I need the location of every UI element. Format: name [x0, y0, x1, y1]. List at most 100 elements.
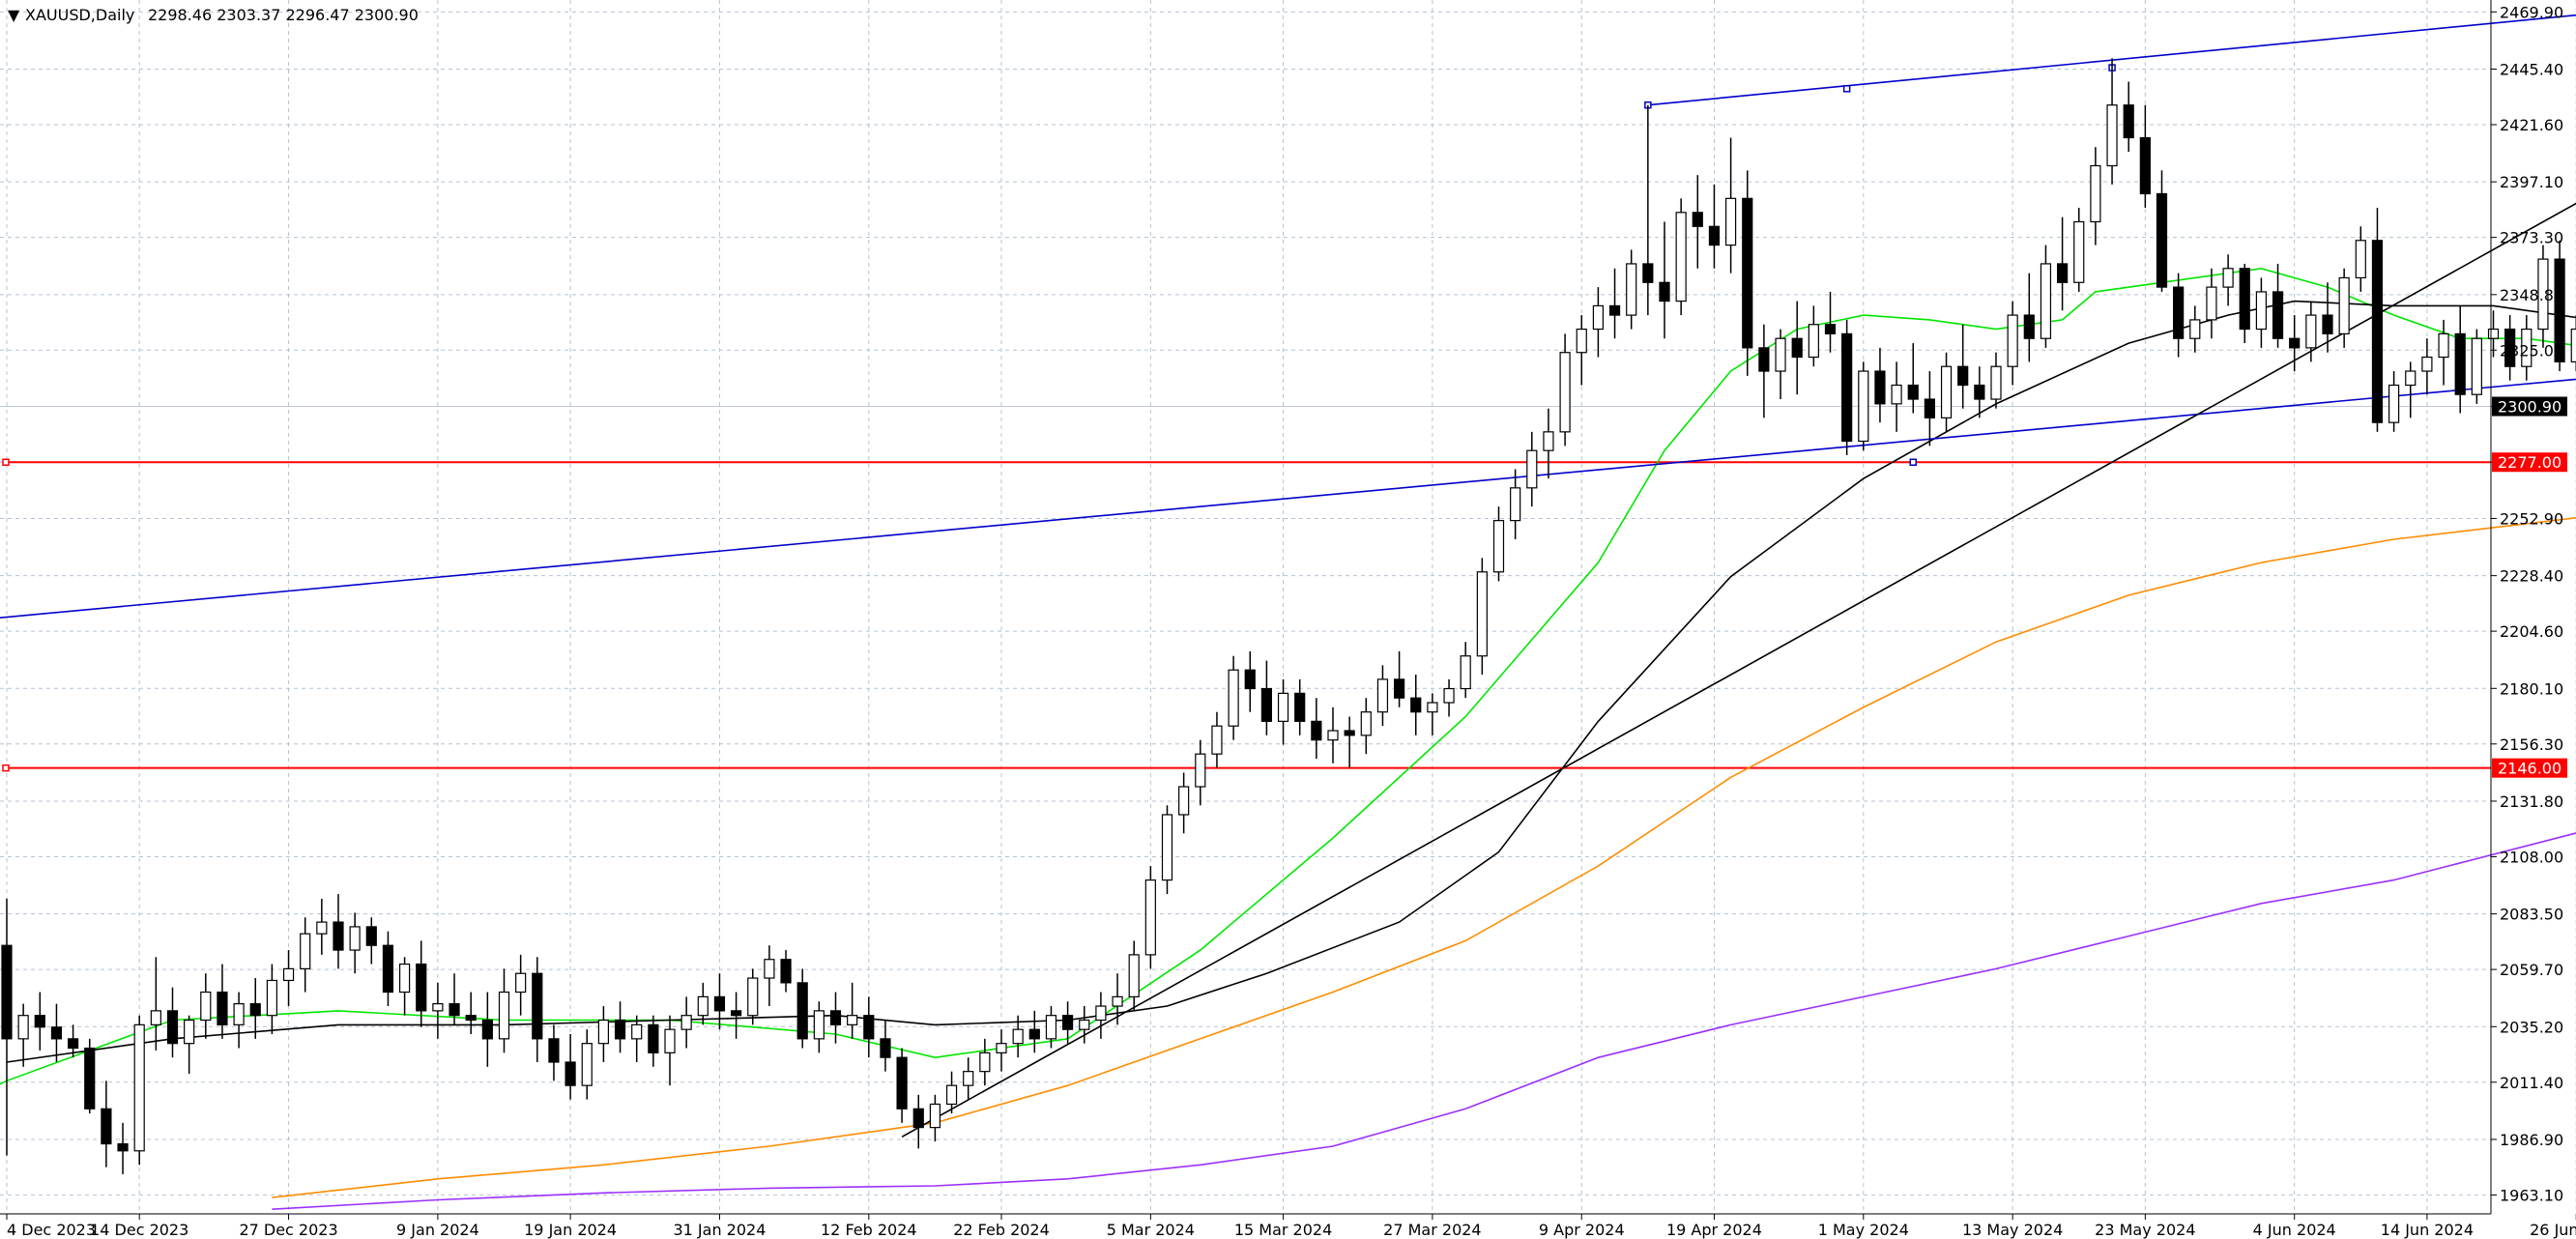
trendline [901, 202, 2576, 1138]
candle-bullish [1427, 702, 1438, 713]
candle-bearish [2272, 291, 2284, 339]
y-tick-label: 2325.00 [2500, 341, 2563, 360]
x-tick-label: 1 May 2024 [1818, 1221, 1909, 1239]
candle-bullish [1510, 487, 1521, 522]
moving-average-line [272, 832, 2576, 1210]
candle-bearish [1311, 720, 1322, 741]
candle-bullish [1144, 879, 1156, 956]
level-price-tag [2492, 758, 2567, 778]
candle-bearish [365, 926, 377, 946]
candle-bullish [2388, 384, 2400, 423]
candle-bullish [349, 926, 361, 951]
candle-bullish [813, 1010, 825, 1040]
candle-bearish [780, 959, 792, 984]
x-tick-label: 31 Jan 2024 [673, 1221, 766, 1239]
candle-bearish [1924, 398, 1936, 418]
candle-bullish [133, 1023, 145, 1152]
y-tick-label: 1963.10 [2500, 1186, 2563, 1204]
candle-bullish [1576, 328, 1587, 354]
candle-bearish [1791, 337, 1803, 359]
candle-bullish [747, 977, 759, 1017]
candle-bullish [316, 921, 328, 935]
candle-bullish [233, 1003, 245, 1025]
chart-header: ▼ XAUUSD,Daily 2298.46 2303.37 2296.47 2… [8, 6, 419, 24]
candle-bullish [2305, 314, 2317, 349]
candle-bullish [2421, 356, 2433, 372]
x-tick-label: 14 Jun 2024 [2381, 1221, 2474, 1239]
x-tick-label: 9 Jan 2024 [396, 1221, 479, 1239]
candle-bearish [101, 1108, 112, 1145]
candle-bullish [597, 1019, 610, 1045]
y-tick-label: 2228.40 [2500, 567, 2563, 586]
candle-bullish [282, 967, 295, 982]
candle-bullish [17, 1015, 29, 1040]
candle-bullish [432, 1003, 444, 1012]
candle-bullish [2255, 291, 2267, 331]
candle-bearish [2454, 332, 2466, 395]
candle-bearish [2504, 328, 2516, 367]
x-tick-label: 22 Feb 2024 [953, 1221, 1050, 1239]
y-tick-label: 2059.70 [2500, 961, 2563, 979]
candle-bearish [2173, 286, 2185, 339]
x-tick-label: 23 May 2024 [2095, 1221, 2195, 1239]
candle-bearish [217, 991, 228, 1025]
candle-bearish [713, 995, 726, 1012]
candle-bullish [1559, 352, 1571, 433]
candle-bullish [680, 1015, 692, 1030]
x-tick-label: 12 Feb 2024 [821, 1221, 917, 1239]
candle-bullish [2355, 240, 2366, 279]
candle-bearish [249, 1003, 261, 1017]
candle-bullish [150, 1010, 161, 1025]
candle-bullish [1858, 370, 1869, 443]
x-tick-label: 9 Apr 2024 [1539, 1221, 1625, 1239]
chart-menu-arrow-icon[interactable]: ▼ [8, 6, 20, 24]
horizontal-levels [0, 406, 2491, 772]
candle-bullish [399, 963, 411, 994]
candle-bearish [1344, 730, 1355, 736]
candle-bullish [1327, 730, 1339, 741]
candle-bullish [2189, 319, 2201, 339]
candle-bullish [1360, 711, 1372, 736]
level-anchor-handle [2, 458, 10, 466]
moving-average-line [0, 267, 2576, 1085]
trendline-anchor-handle [1909, 458, 1917, 466]
candle-bearish [1260, 687, 1273, 722]
candle-bearish [1294, 692, 1306, 722]
candle-bullish [2570, 328, 2576, 362]
candle-bearish [117, 1142, 129, 1152]
candle-bullish [1079, 1019, 1090, 1030]
candle-bullish [1178, 786, 1190, 816]
candle-bearish [1642, 263, 1654, 283]
y-tick-label: 2252.90 [2500, 509, 2563, 528]
candle-bullish [1808, 324, 1819, 359]
symbol-label: XAUUSD,Daily [25, 6, 134, 24]
candle-bearish [2123, 104, 2134, 139]
candle-bullish [847, 1015, 858, 1025]
candle-bearish [166, 1010, 179, 1045]
candle-bullish [515, 972, 527, 994]
candle-bearish [1, 944, 13, 1040]
candle-bullish [945, 1084, 958, 1106]
candle-bearish [2057, 263, 2069, 283]
candle-bearish [880, 1038, 891, 1058]
x-tick-label: 14 Dec 2023 [90, 1221, 188, 1239]
candle-bullish [300, 933, 311, 969]
candle-bullish [963, 1071, 974, 1086]
candle-bearish [1608, 304, 1621, 316]
candle-bullish [2487, 328, 2500, 339]
y-tick-label: 1986.90 [2500, 1131, 2563, 1149]
candle-bearish [2371, 240, 2384, 423]
candle-bullish [498, 991, 510, 1040]
y-tick-label: 2397.10 [2500, 173, 2563, 191]
y-tick-label: 2011.40 [2500, 1074, 2563, 1092]
x-tick-label: 5 Mar 2024 [1107, 1221, 1195, 1239]
candle-bearish [382, 944, 394, 994]
candle-bearish [1708, 225, 1721, 246]
candle-bearish [1874, 370, 1886, 405]
candle-bearish [1974, 384, 1985, 400]
moving-average-line [272, 517, 2576, 1198]
candle-bullish [764, 959, 775, 979]
candle-bearish [2289, 337, 2301, 349]
